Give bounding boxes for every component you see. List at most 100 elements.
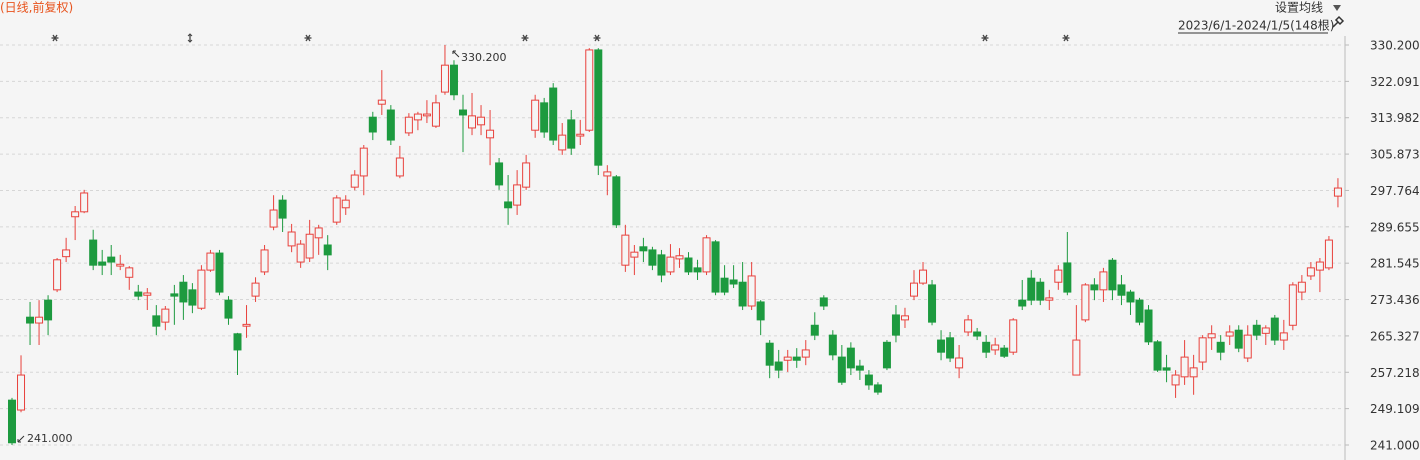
candle-body (522, 162, 531, 188)
candle-body (937, 339, 946, 353)
min-label: 241.000 (27, 432, 73, 445)
candle-body (332, 197, 341, 223)
candle-body (910, 282, 918, 297)
candle-body (152, 315, 161, 327)
candle-body (1099, 271, 1108, 291)
candle-body (486, 129, 495, 139)
y-tick-label: 273.436 (1370, 293, 1420, 307)
candle-body (576, 133, 585, 137)
candle-body (161, 308, 170, 323)
candle-body (756, 301, 765, 321)
candle-body (1198, 337, 1207, 363)
candle-body (468, 115, 477, 129)
candle-body (296, 243, 305, 263)
candle-body (1072, 339, 1081, 376)
y-tick-label: 257.218 (1370, 366, 1420, 380)
max-label: 330.200 (461, 51, 507, 64)
candle-body (1027, 277, 1036, 301)
candle-body (1207, 333, 1216, 339)
y-tick-label: 281.545 (1370, 257, 1420, 271)
candle-body (585, 49, 594, 131)
candle-body (513, 184, 522, 206)
candle-body (260, 249, 269, 273)
candle-body (44, 299, 53, 321)
candle-body (1108, 259, 1117, 291)
max-arrow (452, 50, 460, 58)
candle-body (314, 227, 323, 239)
candle-body (1270, 317, 1279, 341)
candle-body (107, 256, 116, 263)
candle-body (900, 315, 909, 321)
candle-body (1306, 267, 1315, 277)
candle-body (783, 356, 792, 361)
candle-body (837, 356, 846, 383)
candle-body (639, 246, 648, 252)
candle-body (1189, 367, 1198, 378)
y-tick-label: 297.764 (1370, 184, 1420, 198)
min-arrow (17, 435, 25, 443)
candle-body (251, 282, 260, 297)
event-marker[interactable] (187, 33, 193, 43)
y-tick-label: 330.200 (1370, 39, 1420, 53)
candle-body (982, 341, 991, 353)
candle-body (1018, 299, 1027, 307)
candle-body (828, 334, 837, 356)
candle-body (287, 231, 296, 247)
candle-body (341, 199, 350, 209)
candle-body (1261, 327, 1270, 334)
candle-body (946, 337, 955, 359)
candle-body (116, 263, 125, 267)
candle-body (359, 147, 368, 177)
y-tick-label: 313.982 (1370, 111, 1420, 125)
candle-body (143, 292, 152, 296)
candle-body (62, 249, 71, 258)
period[interactable]: 2023/6/1-2024/1/5(148根) (1178, 19, 1334, 33)
candle-body (1216, 341, 1225, 353)
y-tick-label: 322.091 (1370, 75, 1420, 89)
candle-body (242, 323, 251, 327)
candle-body (774, 361, 783, 371)
candle-body (1144, 309, 1153, 343)
candle-body (891, 314, 900, 336)
ma-settings[interactable]: 设置均线 (1275, 1, 1323, 15)
candle-body (1288, 284, 1297, 326)
candle-body (215, 252, 224, 293)
candle-body (630, 251, 639, 258)
candle-body (449, 64, 458, 96)
candle-body (1171, 374, 1180, 386)
candle-body (792, 356, 801, 361)
dropdown-arrow[interactable] (1333, 5, 1341, 11)
candle-body (197, 269, 206, 309)
candle-body (1081, 284, 1090, 321)
candle-body (973, 331, 982, 337)
candle-body (459, 109, 467, 116)
y-tick-label: 241.000 (1370, 439, 1420, 453)
candle-body (964, 319, 973, 333)
candle-body (269, 209, 278, 228)
candle-body (350, 174, 359, 188)
candle-body (368, 116, 377, 133)
candle-body (955, 357, 964, 369)
candle-body (684, 257, 693, 273)
candle-body (431, 102, 440, 127)
candle-body (233, 333, 242, 351)
candle-body (1009, 319, 1018, 353)
candle-body (810, 324, 819, 336)
candle-body (1252, 324, 1261, 336)
pin-icon[interactable] (1332, 15, 1345, 28)
candle-body (98, 261, 107, 266)
candle-body (919, 269, 928, 284)
candle-body (1324, 239, 1333, 269)
candle-body (1153, 341, 1162, 371)
candle-body (1279, 332, 1288, 341)
candle-body (1036, 281, 1045, 301)
candle-body (53, 259, 62, 291)
candle-body (1243, 334, 1252, 359)
candle-body (1315, 261, 1324, 271)
y-tick-label: 265.327 (1370, 329, 1420, 343)
candle-body (1162, 367, 1171, 371)
candle-body (477, 116, 486, 126)
